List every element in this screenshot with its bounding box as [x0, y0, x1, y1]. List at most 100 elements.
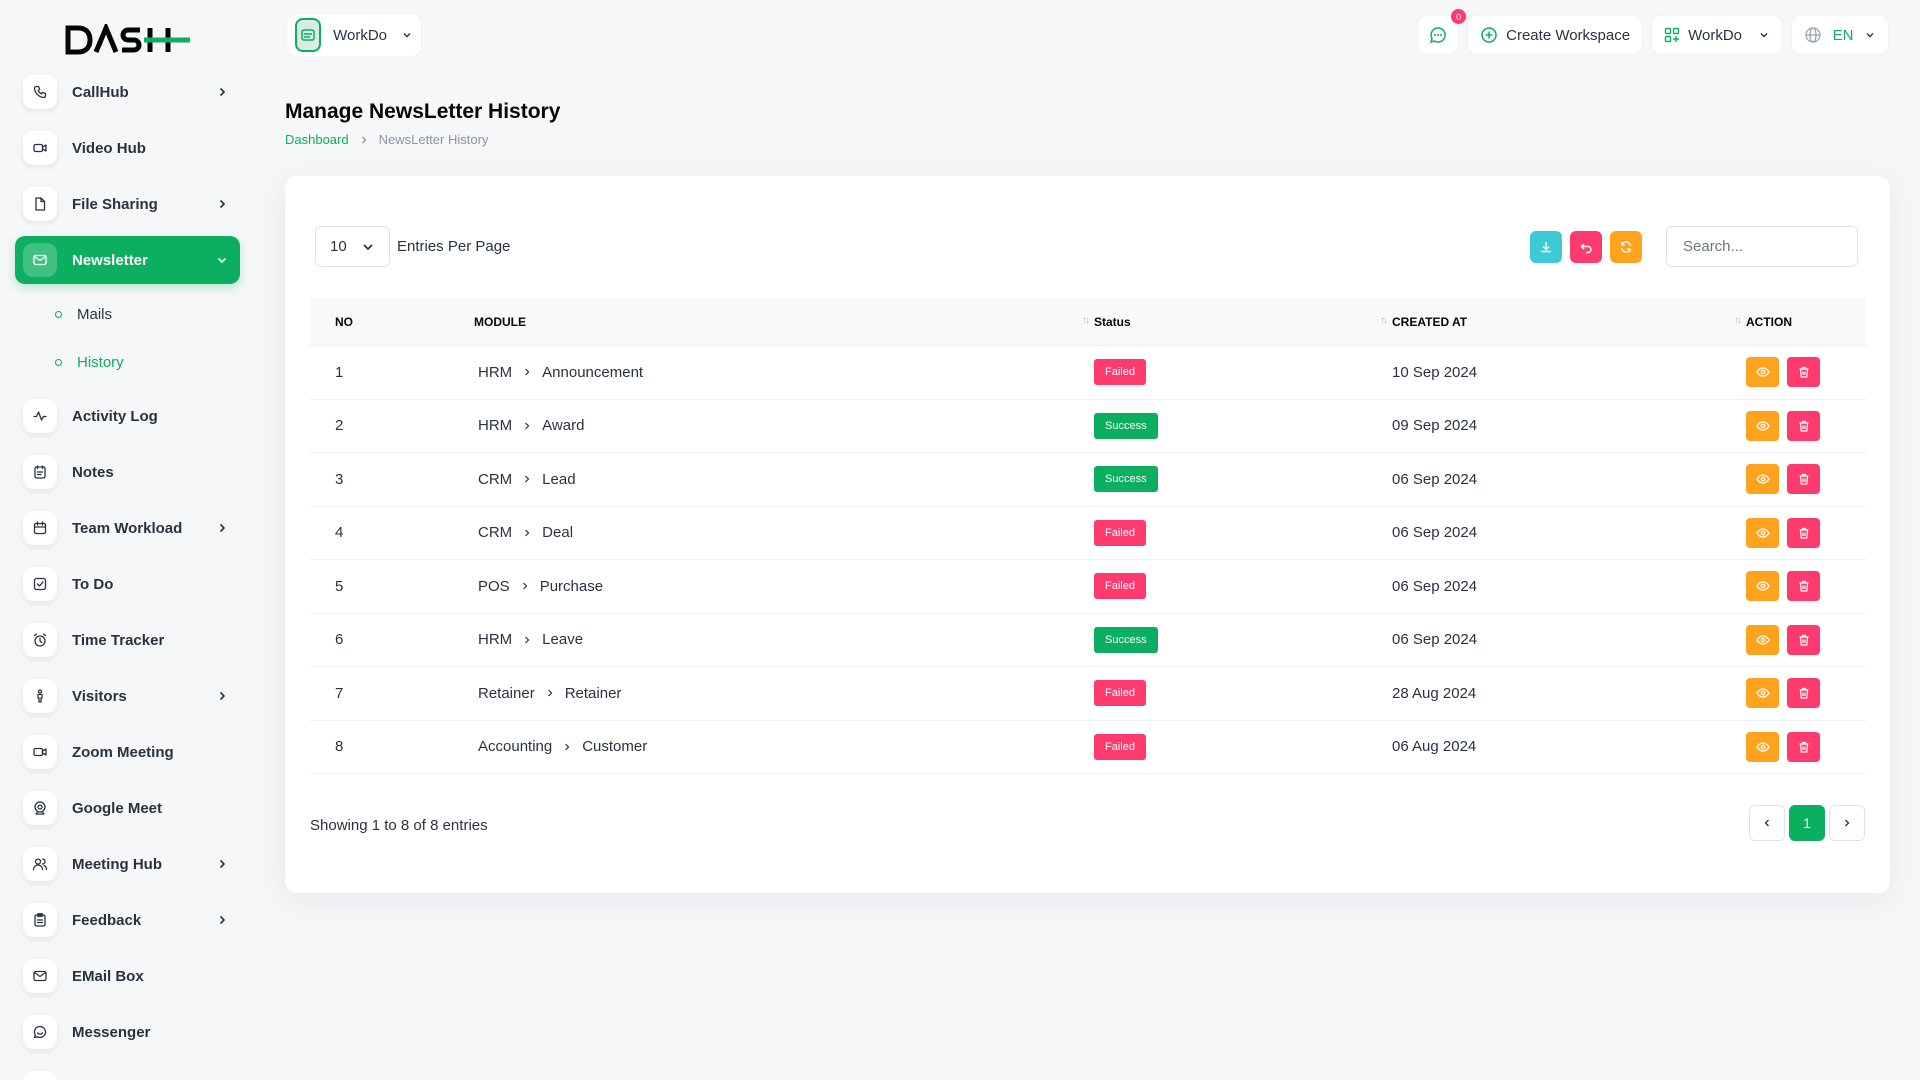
- eye-icon: [1755, 472, 1770, 486]
- history-table: NO MODULE ↑↓ Status ↑↓ CREATED AT ↑↓ ACTION…: [310, 298, 1866, 774]
- per-page-select[interactable]: 10: [315, 226, 390, 267]
- col-no[interactable]: NO: [310, 298, 474, 345]
- sidebar-item-messenger[interactable]: Messenger: [15, 1008, 240, 1056]
- delete-button[interactable]: [1787, 678, 1820, 709]
- video-icon: [23, 131, 57, 165]
- status-badge: Failed: [1094, 359, 1146, 386]
- workspace-switcher[interactable]: WorkDo: [286, 13, 422, 57]
- sidebar-item-team-workload[interactable]: Team Workload: [15, 504, 240, 552]
- cell-no: 1: [335, 363, 344, 381]
- eye-icon: [1755, 365, 1770, 379]
- reset-button[interactable]: [1570, 230, 1602, 263]
- sidebar-item-to-do[interactable]: To Do: [15, 560, 240, 608]
- col-module[interactable]: MODULE ↑↓: [474, 298, 1094, 345]
- delete-button[interactable]: [1787, 517, 1820, 548]
- submenu-item-mails[interactable]: Mails: [39, 290, 240, 338]
- table-row: 7 Retainer Retainer Failed 28 Aug 2024: [310, 667, 1866, 721]
- view-button[interactable]: [1746, 357, 1779, 388]
- sidebar: CallHub Video Hub File Sharing Newsletter Ma…: [0, 0, 255, 1080]
- view-button[interactable]: [1746, 517, 1779, 548]
- delete-button[interactable]: [1787, 571, 1820, 602]
- cell-created-at: 06 Sep 2024: [1392, 524, 1478, 542]
- delete-button[interactable]: [1787, 624, 1820, 655]
- cell-module: Retainer Retainer: [474, 685, 1094, 702]
- camera-icon: [23, 735, 57, 769]
- delete-button[interactable]: [1787, 357, 1820, 388]
- sidebar-item-google-meet[interactable]: Google Meet: [15, 784, 240, 832]
- sidebar-item-hospital[interactable]: Hospital: [15, 1064, 240, 1080]
- col-status[interactable]: Status ↑↓: [1094, 298, 1392, 345]
- chevron-right-icon: [216, 522, 228, 534]
- view-button[interactable]: [1746, 571, 1779, 602]
- submodule-name: Leave: [542, 631, 584, 649]
- activity-icon: [23, 399, 57, 433]
- newsletter-submenu: Mails History: [15, 290, 240, 386]
- trash-icon: [1797, 365, 1811, 379]
- plus-circle-icon: [1480, 26, 1498, 44]
- sidebar-item-label: Newsletter: [72, 251, 148, 269]
- sidebar-item-newsletter[interactable]: Newsletter: [15, 236, 240, 284]
- messages-button[interactable]: 0: [1417, 9, 1467, 55]
- table-row: 5 POS Purchase Failed 06 Sep 2024: [310, 560, 1866, 614]
- sidebar-item-zoom-meeting[interactable]: Zoom Meeting: [15, 728, 240, 776]
- next-page-button[interactable]: [1829, 805, 1865, 841]
- col-status-label: Status: [1094, 314, 1131, 329]
- trash-icon: [1797, 686, 1811, 700]
- page-title: Manage NewsLetter History: [285, 100, 561, 123]
- sidebar-item-label: Feedback: [72, 911, 142, 929]
- chat-icon: [1429, 26, 1447, 44]
- sidebar-item-label: Video Hub: [72, 139, 146, 157]
- col-no-label: NO: [335, 314, 353, 329]
- view-button[interactable]: [1746, 624, 1779, 655]
- sidebar-item-visitors[interactable]: Visitors: [15, 672, 240, 720]
- calendar-icon: [23, 511, 57, 545]
- sidebar-item-label: Meeting Hub: [72, 855, 162, 873]
- page-button[interactable]: 1: [1789, 805, 1825, 841]
- workspace-label: WorkDo: [333, 26, 387, 44]
- top-right-actions: 0 Create Workspace WorkDo EN: [1417, 9, 1889, 55]
- submenu-item-label: History: [77, 353, 124, 371]
- sidebar-item-label: Visitors: [72, 687, 127, 705]
- status-badge: Success: [1094, 466, 1158, 493]
- chevron-left-icon: [1762, 818, 1772, 828]
- reload-button[interactable]: [1610, 230, 1642, 263]
- sidebar-item-meeting-hub[interactable]: Meeting Hub: [15, 840, 240, 888]
- col-created[interactable]: CREATED AT ↑↓: [1392, 298, 1746, 345]
- sidebar-item-label: To Do: [72, 575, 114, 593]
- chevron-right-icon: [522, 474, 532, 484]
- view-button[interactable]: [1746, 678, 1779, 709]
- delete-button[interactable]: [1787, 464, 1820, 495]
- sidebar-item-video-hub[interactable]: Video Hub: [15, 124, 240, 172]
- clipboard-icon: [23, 903, 57, 937]
- delete-button[interactable]: [1787, 410, 1820, 441]
- sidebar-item-email-box[interactable]: EMail Box: [15, 952, 240, 1000]
- cell-module: HRM Leave: [474, 631, 1094, 648]
- delete-button[interactable]: [1787, 731, 1820, 762]
- entries-per-page: 10 Entries Per Page: [315, 226, 510, 267]
- trash-icon: [1797, 419, 1811, 433]
- dash-logo[interactable]: [64, 24, 192, 56]
- language-selector[interactable]: EN: [1791, 15, 1889, 55]
- sidebar-item-time-tracker[interactable]: Time Tracker: [15, 616, 240, 664]
- module-name: Retainer: [478, 684, 535, 702]
- cell-created-at: 06 Sep 2024: [1392, 577, 1478, 595]
- view-button[interactable]: [1746, 731, 1779, 762]
- sidebar-item-file-sharing[interactable]: File Sharing: [15, 180, 240, 228]
- prev-page-button[interactable]: [1749, 805, 1785, 841]
- create-workspace-button[interactable]: Create Workspace: [1467, 15, 1644, 55]
- workspace-menu[interactable]: WorkDo: [1651, 15, 1783, 55]
- sidebar-item-feedback[interactable]: Feedback: [15, 896, 240, 944]
- sidebar-item-notes[interactable]: Notes: [15, 448, 240, 496]
- export-button[interactable]: [1530, 230, 1562, 263]
- view-button[interactable]: [1746, 410, 1779, 441]
- phone-icon: [23, 75, 57, 109]
- sidebar-item-callhub[interactable]: CallHub: [15, 68, 240, 116]
- cell-module: CRM Lead: [474, 471, 1094, 488]
- search-input[interactable]: [1666, 226, 1858, 267]
- cell-created-at: 10 Sep 2024: [1392, 363, 1478, 381]
- hospital-icon: [23, 1071, 57, 1080]
- breadcrumb-dashboard[interactable]: Dashboard: [285, 132, 349, 147]
- submenu-item-history[interactable]: History: [39, 338, 240, 386]
- view-button[interactable]: [1746, 464, 1779, 495]
- sidebar-item-activity-log[interactable]: Activity Log: [15, 392, 240, 440]
